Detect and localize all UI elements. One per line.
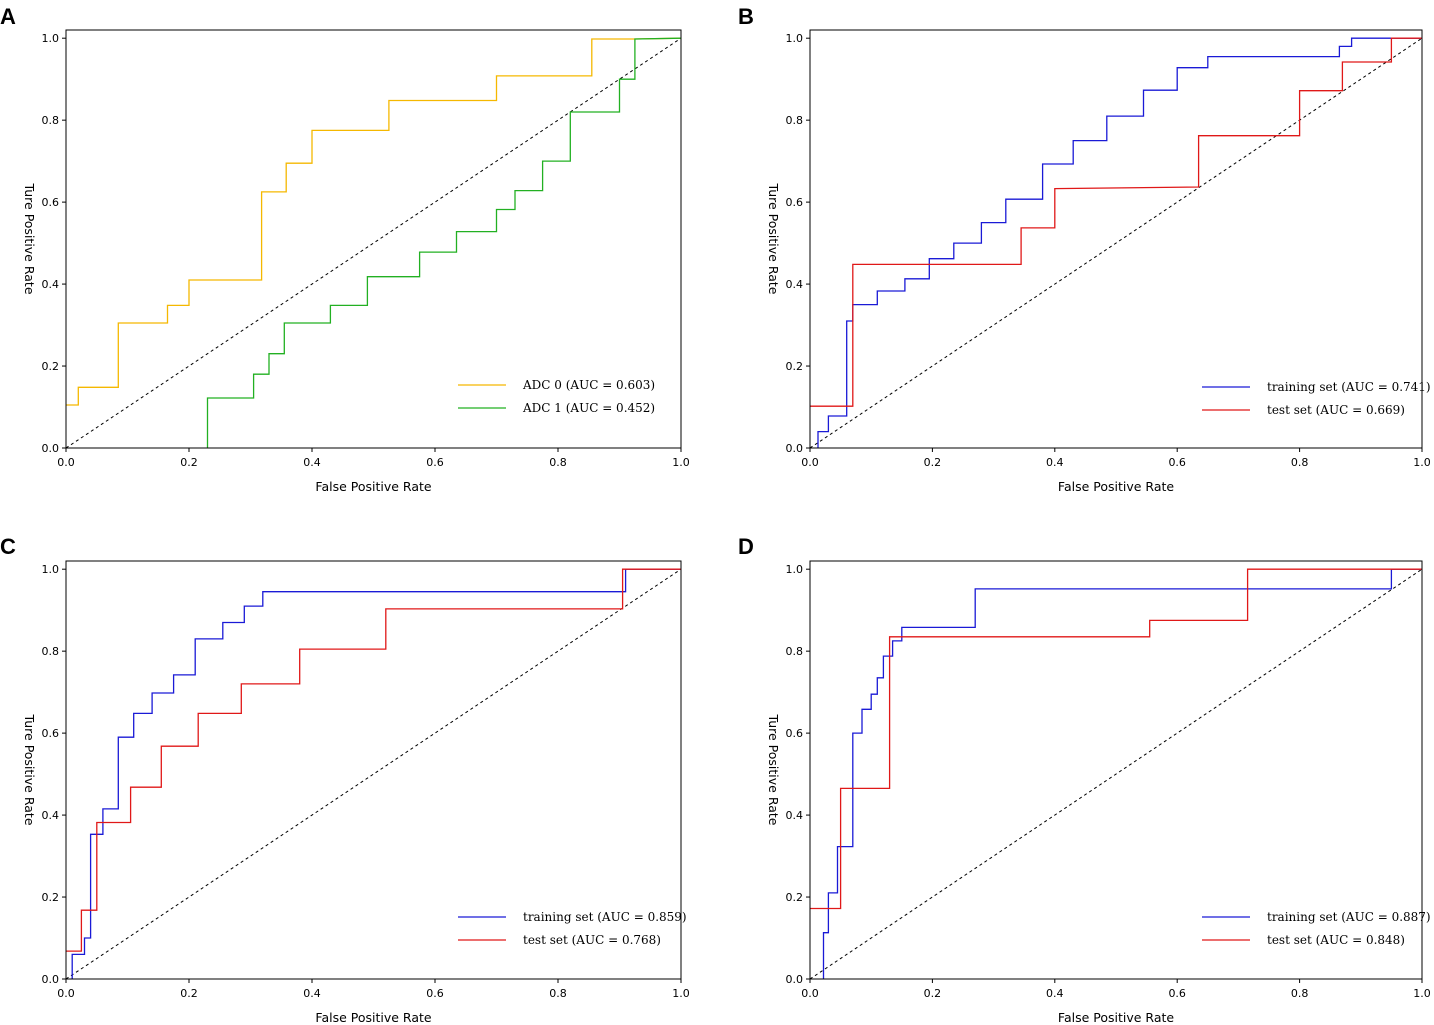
panel-d-ytick-label: 0.6: [786, 727, 804, 740]
panel-d-ytick-label: 0.8: [786, 645, 804, 658]
panel-c-series-1-line: [71, 568, 681, 979]
panel-b-series-2-line: [810, 37, 1422, 407]
panel-b-x-axis-label: False Positive Rate: [1058, 479, 1174, 494]
panel-a-axes-frame: [65, 29, 682, 449]
panel-c-letter: C: [0, 534, 16, 559]
panel-a-xtick-label: 0.2: [180, 456, 198, 469]
panel-a-legend-label-1: ADC 0 (AUC = 0.603): [522, 378, 655, 392]
panel-c-xtick-label: 0.4: [303, 987, 321, 1000]
panel-b-legend-label-2: test set (AUC = 0.669): [1267, 403, 1405, 417]
panel-b-legend-label-1: training set (AUC = 0.741): [1267, 380, 1431, 394]
panel-b-chance-line: [809, 37, 1423, 449]
panel-d-xtick-label: 0.8: [1291, 987, 1309, 1000]
panel-a-xtick-label: 0.8: [549, 456, 567, 469]
panel-a-xtick-label: 0.6: [426, 456, 444, 469]
panel-d-x-axis-label: False Positive Rate: [1058, 1010, 1174, 1025]
panel-a-ytick-label: 0.0: [42, 442, 60, 455]
panel-b-ytick-label: 1.0: [786, 32, 804, 45]
panel-a-xtick-label: 0.0: [57, 456, 75, 469]
panel-c-y-axis-label: Ture Positive Rate: [22, 713, 37, 825]
panel-b-xtick-label: 0.6: [1168, 456, 1186, 469]
panel-d-ytick-label: 0.4: [786, 809, 804, 822]
panel-b-xtick-label: 0.2: [924, 456, 942, 469]
panel-c-xtick-label: 0.2: [180, 987, 198, 1000]
panel-d-series-2-line: [810, 568, 1422, 910]
panel-d-chance-line: [809, 568, 1423, 980]
panel-a-ytick-label: 0.8: [42, 114, 60, 127]
panel-c-xtick-label: 1.0: [672, 987, 690, 1000]
panel-b-xtick-label: 0.0: [801, 456, 819, 469]
panel-d-xtick-label: 0.2: [924, 987, 942, 1000]
panel-d-axes-frame: [809, 560, 1423, 980]
panel-d-ytick-label: 0.2: [786, 891, 804, 904]
panel-b-y-axis-label: Ture Positive Rate: [766, 182, 781, 294]
panel-d-letter: D: [738, 534, 754, 559]
panel-d-xtick-label: 0.4: [1046, 987, 1064, 1000]
panel-c-group: C 0.0 0.2 0.4 0.6 0.8 1.0 0.0 0.2 0.4 0.6 0.8 1.0 Fal…: [0, 534, 690, 1025]
panel-b-axes-frame: [809, 29, 1423, 449]
panel-a-ytick-label: 0.2: [42, 360, 60, 373]
panel-c-xtick-label: 0.6: [426, 987, 444, 1000]
panel-d-xtick-label: 0.6: [1168, 987, 1186, 1000]
panel-b-group: B 0.0 0.2 0.4 0.6 0.8 1.0 0.0 0.2 0.4 0.6 0.8 1.0 Fal…: [738, 4, 1431, 494]
panel-c-ytick-label: 0.4: [42, 809, 60, 822]
panel-d-legend-label-2: test set (AUC = 0.848): [1267, 933, 1405, 947]
panel-c-ytick-label: 0.8: [42, 645, 60, 658]
panel-c-legend-label-2: test set (AUC = 0.768): [523, 933, 661, 947]
panel-d-xtick-label: 1.0: [1413, 987, 1431, 1000]
panel-c-axes-frame: [65, 560, 682, 980]
panel-d-legend-label-1: training set (AUC = 0.887): [1267, 910, 1431, 924]
panel-d-series-1-line: [822, 568, 1422, 979]
panel-d-group: D 0.0 0.2 0.4 0.6 0.8 1.0 0.0 0.2 0.4 0.6 0.8 1.0 Fal…: [738, 534, 1431, 1025]
panel-a-ytick-label: 1.0: [42, 32, 60, 45]
panel-a-ytick-label: 0.6: [42, 196, 60, 209]
panel-a-legend-label-2: ADC 1 (AUC = 0.452): [522, 401, 655, 415]
panel-b-ytick-label: 0.8: [786, 114, 804, 127]
panel-a-series-2-line: [206, 37, 682, 448]
panel-d-xtick-label: 0.0: [801, 987, 819, 1000]
panel-b-ytick-label: 0.0: [786, 442, 804, 455]
panel-d-ytick-label: 0.0: [786, 973, 804, 986]
panel-c-xtick-label: 0.8: [549, 987, 567, 1000]
panel-c-ytick-label: 0.6: [42, 727, 60, 740]
panel-a-group: A 0.0 0.2 0.4 0.6 0.8 1.0 0.0 0.2 0.4 0.6 0.8 1.0 Fal…: [0, 4, 690, 494]
panel-b-letter: B: [738, 4, 754, 29]
panel-a-ytick-label: 0.4: [42, 278, 60, 291]
panel-c-series-2-line: [66, 568, 681, 952]
panel-a-series-1-line: [66, 37, 682, 406]
panel-b-xtick-label: 1.0: [1413, 456, 1431, 469]
panel-b-ytick-label: 0.4: [786, 278, 804, 291]
panel-b-xtick-label: 0.8: [1291, 456, 1309, 469]
panel-c-legend-label-1: training set (AUC = 0.859): [523, 910, 687, 924]
panel-c-xtick-label: 0.0: [57, 987, 75, 1000]
panel-c-ytick-label: 1.0: [42, 563, 60, 576]
panel-c-x-axis-label: False Positive Rate: [315, 1010, 431, 1025]
panel-a-y-axis-label: Ture Positive Rate: [22, 182, 37, 294]
panel-b-ytick-label: 0.2: [786, 360, 804, 373]
panel-a-xtick-label: 1.0: [672, 456, 690, 469]
panel-c-ytick-label: 0.0: [42, 973, 60, 986]
panel-d-ytick-label: 1.0: [786, 563, 804, 576]
panel-a-xtick-label: 0.4: [303, 456, 321, 469]
panel-c-ytick-label: 0.2: [42, 891, 60, 904]
panel-a-letter: A: [0, 4, 16, 29]
panel-a-x-axis-label: False Positive Rate: [315, 479, 431, 494]
panel-b-ytick-label: 0.6: [786, 196, 804, 209]
panel-d-y-axis-label: Ture Positive Rate: [766, 713, 781, 825]
panel-b-xtick-label: 0.4: [1046, 456, 1064, 469]
